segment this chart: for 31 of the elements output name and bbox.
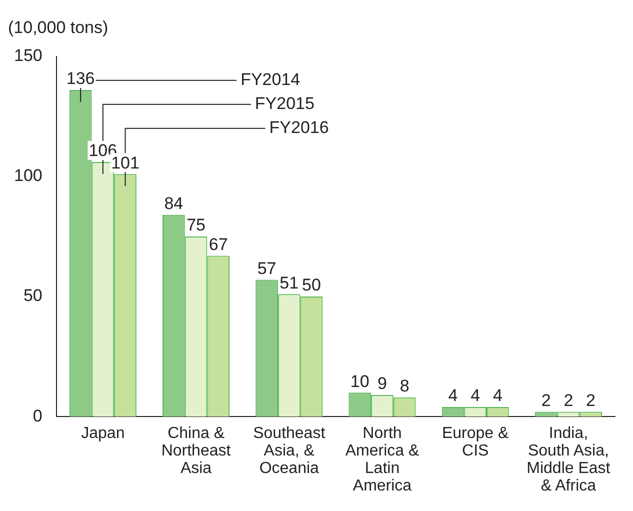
x-tick-label: China & Northeast Asia — [161, 424, 232, 478]
data-label: 136 — [66, 69, 95, 88]
data-label: 51 — [280, 273, 299, 292]
x-tick-label: India, South Asia, Middle East & Africa — [526, 424, 611, 495]
y-tick-label: 50 — [23, 286, 42, 306]
y-tick-label: 100 — [14, 166, 42, 186]
data-label: 75 — [186, 216, 206, 235]
data-label: 2 — [541, 390, 551, 410]
data-label: 101 — [111, 153, 140, 172]
text: FY2016 — [269, 118, 329, 138]
y-tick-label: 0 — [32, 406, 42, 426]
data-label: 9 — [378, 374, 387, 394]
data-label: 84 — [164, 194, 184, 214]
y-tick-label: 150 — [14, 46, 42, 66]
data-label: 4 — [448, 386, 458, 406]
text: FY2015 — [254, 94, 314, 114]
x-tick-label: North America & Latin America — [345, 424, 420, 495]
data-label: 8 — [400, 376, 410, 396]
data-label: 4 — [492, 386, 502, 406]
data-label: 50 — [302, 276, 321, 295]
x-tick-label: Europe & CIS — [442, 424, 510, 460]
y-axis-title: (10,000 tons) — [8, 18, 108, 37]
data-label: 4 — [470, 386, 480, 406]
data-label: 57 — [257, 258, 276, 278]
x-tick-label: Japan — [81, 424, 125, 442]
data-label: 10 — [350, 372, 370, 391]
x-tick-label: Southeast Asia, & Oceania — [253, 424, 326, 478]
text: FY2014 — [240, 70, 300, 90]
data-label: 2 — [586, 390, 596, 410]
data-label: 67 — [208, 234, 228, 254]
data-label: 2 — [564, 390, 574, 410]
